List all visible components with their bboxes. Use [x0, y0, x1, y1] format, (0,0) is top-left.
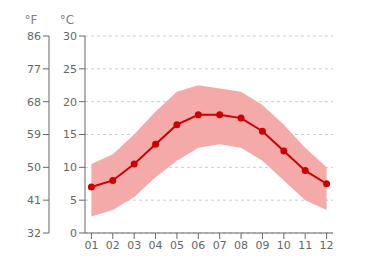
- svg-text:03: 03: [127, 239, 141, 252]
- svg-text:5: 5: [70, 194, 77, 207]
- svg-text:50: 50: [27, 161, 41, 174]
- svg-text:°F: °F: [25, 13, 38, 27]
- svg-text:°C: °C: [60, 13, 74, 27]
- svg-text:04: 04: [149, 239, 163, 252]
- svg-text:08: 08: [234, 239, 248, 252]
- svg-text:20: 20: [63, 96, 77, 109]
- svg-text:41: 41: [27, 194, 41, 207]
- svg-text:77: 77: [27, 63, 41, 76]
- svg-text:10: 10: [63, 161, 77, 174]
- svg-text:10: 10: [277, 239, 291, 252]
- svg-text:86: 86: [27, 30, 41, 43]
- svg-text:09: 09: [255, 239, 269, 252]
- svg-text:01: 01: [84, 239, 98, 252]
- svg-text:12: 12: [320, 239, 334, 252]
- svg-text:05: 05: [170, 239, 184, 252]
- svg-text:59: 59: [27, 128, 41, 141]
- svg-text:0: 0: [70, 227, 77, 240]
- svg-text:15: 15: [63, 128, 77, 141]
- svg-text:32: 32: [27, 227, 41, 240]
- svg-text:02: 02: [106, 239, 120, 252]
- svg-text:30: 30: [63, 30, 77, 43]
- svg-text:68: 68: [27, 96, 41, 109]
- svg-text:11: 11: [298, 239, 312, 252]
- svg-text:06: 06: [191, 239, 205, 252]
- svg-text:25: 25: [63, 63, 77, 76]
- svg-text:07: 07: [213, 239, 227, 252]
